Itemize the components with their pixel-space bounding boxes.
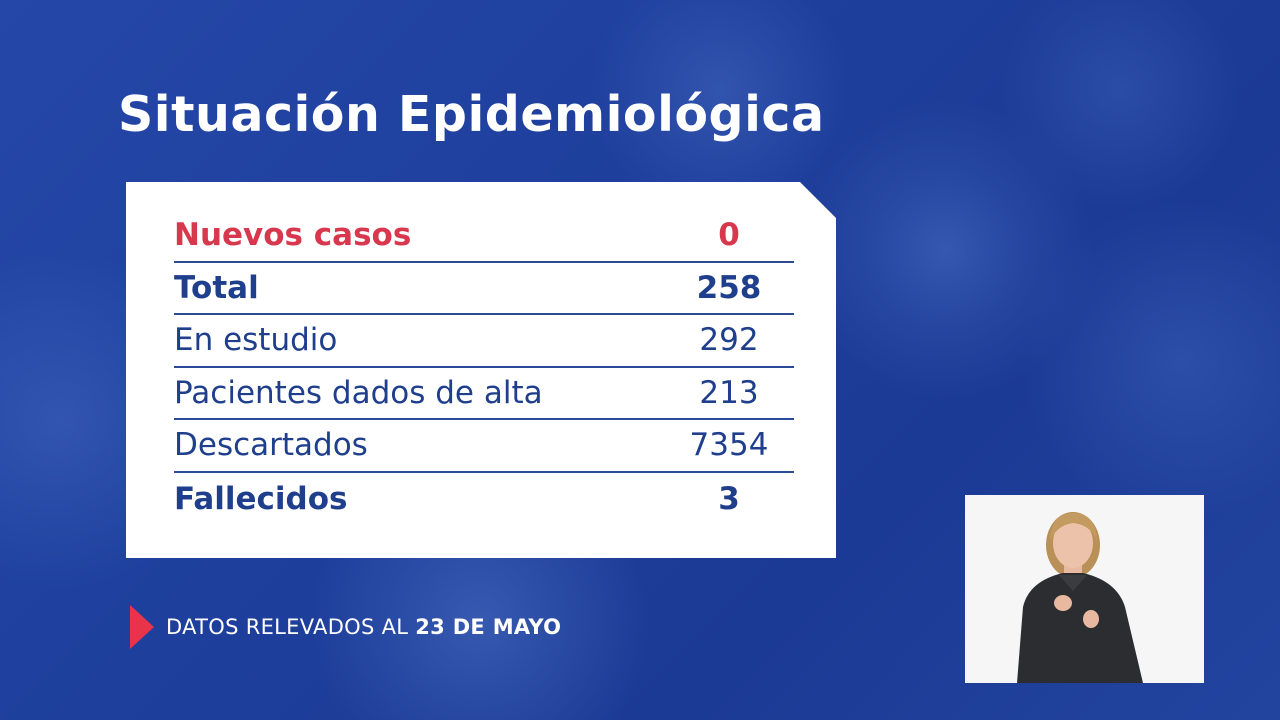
footer-prefix: DATOS RELEVADOS AL [166, 615, 416, 639]
stat-row-fallecidos: Fallecidos 3 [174, 473, 794, 526]
stat-row-total: Total 258 [174, 263, 794, 315]
stats-table: Nuevos casos 0 Total 258 En estudio 292 … [174, 210, 794, 525]
stat-value: 0 [718, 217, 740, 254]
stat-row-nuevos-casos: Nuevos casos 0 [174, 210, 794, 263]
stat-label: En estudio [174, 322, 338, 359]
stat-label: Fallecidos [174, 480, 348, 517]
stat-value: 213 [699, 374, 759, 411]
play-arrow-icon [130, 605, 154, 649]
stat-value: 7354 [689, 427, 769, 464]
interpreter-figure [965, 495, 1204, 683]
stat-row-descartados: Descartados 7354 [174, 420, 794, 473]
footer-date: 23 DE MAYO [415, 615, 562, 639]
stat-label: Pacientes dados de alta [174, 374, 543, 411]
stats-card: Nuevos casos 0 Total 258 En estudio 292 … [126, 182, 836, 558]
stat-label: Total [174, 269, 259, 306]
footer-text: DATOS RELEVADOS AL 23 DE MAYO [166, 615, 561, 639]
stat-value: 258 [696, 269, 762, 306]
stat-value: 3 [718, 480, 740, 517]
stat-label: Descartados [174, 427, 368, 464]
stat-row-en-estudio: En estudio 292 [174, 315, 794, 368]
sign-language-interpreter-video [965, 495, 1204, 683]
data-date-footer: DATOS RELEVADOS AL 23 DE MAYO [130, 604, 561, 650]
stat-row-dados-de-alta: Pacientes dados de alta 213 [174, 368, 794, 420]
stat-label: Nuevos casos [174, 217, 412, 254]
stat-value: 292 [699, 322, 759, 359]
page-title: Situación Epidemiológica [118, 86, 825, 143]
